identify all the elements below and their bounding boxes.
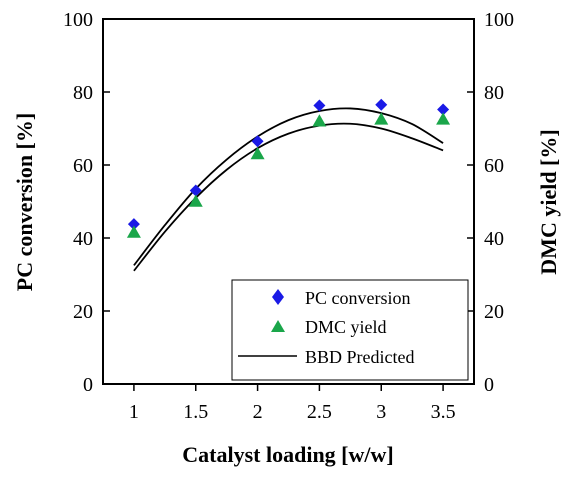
- y-tick-label: 60: [73, 155, 93, 177]
- dmc-yield-point: [188, 194, 203, 207]
- y2-tick-label: 0: [484, 374, 494, 396]
- x-tick-label: 1.5: [183, 401, 208, 423]
- pc-conversion-point: [251, 135, 264, 148]
- legend-bbd-predicted-label: BBD Predicted: [305, 347, 415, 367]
- legend-box: [231, 279, 469, 381]
- y-tick-label: 80: [73, 82, 93, 104]
- legend-dmc-yield-marker: [271, 320, 285, 332]
- dmc-yield-point: [126, 225, 141, 238]
- x-tick-label: 1: [129, 401, 139, 423]
- pc-conversion-point: [127, 218, 140, 231]
- y-tick-label: 0: [83, 374, 93, 396]
- legend-pc-conversion-marker: [272, 289, 284, 305]
- dmc-yield-point: [250, 147, 265, 160]
- pc-conversion-point: [375, 98, 388, 111]
- legend: PC conversion DMC yield BBD Predicted: [231, 279, 469, 381]
- pc-conversion-point: [313, 99, 326, 112]
- y2-tick-label: 80: [484, 82, 504, 104]
- y2-tick-label: 20: [484, 301, 504, 323]
- data-markers: [126, 98, 451, 238]
- y-tick-label: 40: [73, 228, 93, 250]
- y2-tick-label: 60: [484, 155, 504, 177]
- x-tick-label: 3: [376, 401, 386, 423]
- y2-tick-label: 100: [484, 9, 514, 31]
- dmc-yield-point: [312, 114, 327, 127]
- x-tick-label: 2: [253, 401, 263, 423]
- y-tick-label: 20: [73, 301, 93, 323]
- legend-pc-conversion-label: PC conversion: [305, 288, 411, 308]
- bbd-predicted-line-upper: [133, 107, 444, 266]
- y2-axis-title: DMC yield [%]: [536, 129, 561, 274]
- y-tick-label: 100: [63, 9, 93, 31]
- x-axis-title: Catalyst loading [w/w]: [182, 442, 393, 467]
- dmc-yield-point: [436, 112, 451, 125]
- legend-dmc-yield-label: DMC yield: [305, 317, 387, 337]
- y2-tick-label: 40: [484, 228, 504, 250]
- y-axis-title: PC conversion [%]: [12, 113, 37, 291]
- dmc-yield-point: [374, 112, 389, 125]
- fit-lines: [133, 107, 444, 272]
- pc-conversion-point: [437, 103, 450, 116]
- x-tick-label: 3.5: [431, 401, 456, 423]
- ticks: 0 20 40 60 80 100 0 20 40 60 80 100 1 1.5 2 2.5 3 3.5: [63, 9, 514, 423]
- pc-conversion-point: [189, 184, 202, 197]
- bbd-predicted-line-lower: [133, 122, 444, 272]
- x-tick-label: 2.5: [307, 401, 332, 423]
